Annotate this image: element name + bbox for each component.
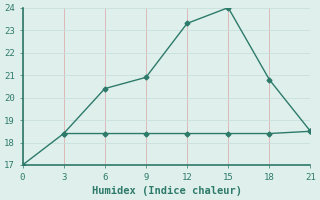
- X-axis label: Humidex (Indice chaleur): Humidex (Indice chaleur): [92, 186, 242, 196]
